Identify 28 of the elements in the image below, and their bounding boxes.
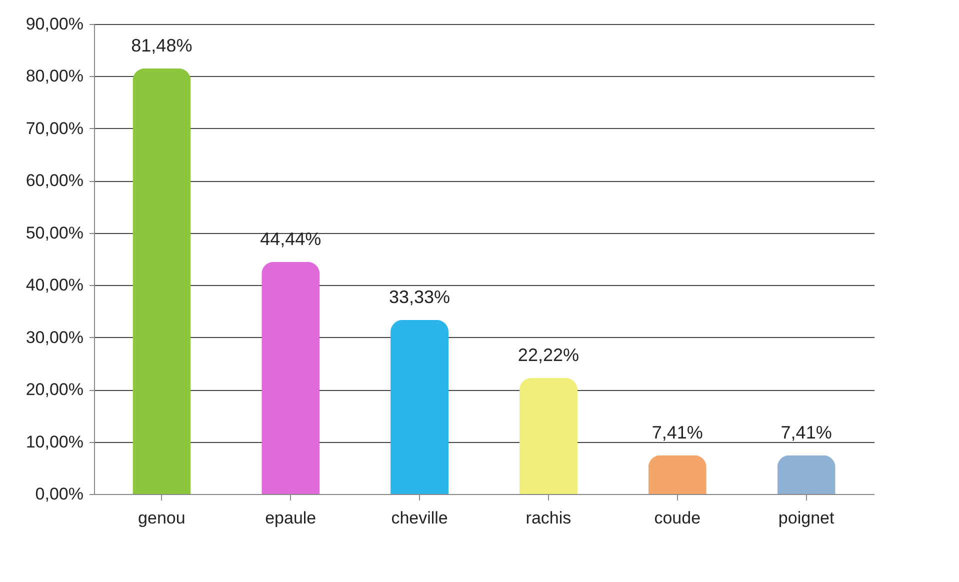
bar <box>519 378 578 494</box>
bar <box>648 455 706 494</box>
y-tick-label: 60,00% <box>26 171 84 190</box>
data-label: 44,44% <box>260 228 322 249</box>
bar <box>262 262 320 494</box>
bar <box>390 320 449 494</box>
data-label: 81,48% <box>131 35 192 56</box>
data-label: 7,41% <box>652 422 703 442</box>
y-tick-label: 40,00% <box>26 276 84 295</box>
x-tick-label: poignet <box>778 508 834 528</box>
x-tick-label: epaule <box>265 508 316 528</box>
y-tick-label: 10,00% <box>26 432 84 452</box>
y-tick-label: 30,00% <box>26 328 84 347</box>
x-tick-label: genou <box>138 508 186 528</box>
y-tick-label: 80,00% <box>26 66 84 86</box>
data-label: 22,22% <box>518 344 579 365</box>
y-tick-label: 70,00% <box>26 118 84 138</box>
y-tick-label: 50,00% <box>26 223 84 242</box>
x-tick-label: cheville <box>391 508 448 528</box>
data-label: 33,33% <box>389 286 450 307</box>
y-tick-label: 90,00% <box>26 14 84 34</box>
bar <box>777 455 836 494</box>
x-tick-label: coude <box>654 508 701 528</box>
y-tick-label: 0,00% <box>35 484 84 504</box>
bar <box>132 68 191 494</box>
y-tick-label: 20,00% <box>26 380 84 400</box>
x-tick-label: rachis <box>526 508 572 528</box>
data-label: 7,41% <box>780 422 832 442</box>
